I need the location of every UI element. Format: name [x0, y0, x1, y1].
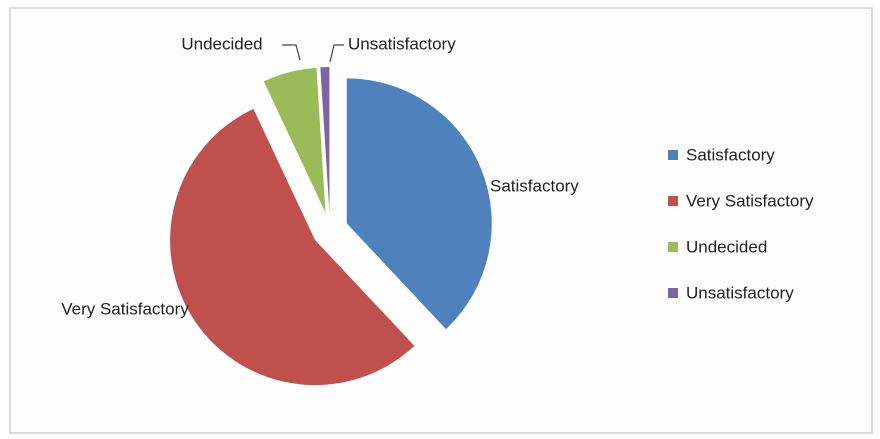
pie-slice	[320, 67, 330, 213]
pie-slice	[263, 67, 326, 213]
legend-label: Very Satisfactory	[686, 191, 814, 210]
pie-slice	[170, 108, 415, 386]
data-label: Undecided	[181, 34, 262, 53]
legend-label: Satisfactory	[686, 145, 775, 164]
legend-label: Unsatisfactory	[686, 283, 794, 302]
legend-swatch	[668, 196, 678, 206]
data-label: Satisfactory	[490, 176, 579, 195]
legend-label: Undecided	[686, 237, 767, 256]
legend-swatch	[668, 150, 678, 160]
data-label: Unsatisfactory	[348, 34, 456, 53]
leader-line	[282, 44, 301, 61]
legend-swatch	[668, 288, 678, 298]
leader-line	[329, 44, 344, 63]
data-label: Very Satisfactory	[61, 299, 189, 318]
pie-slice	[346, 78, 492, 330]
legend-swatch	[668, 242, 678, 252]
